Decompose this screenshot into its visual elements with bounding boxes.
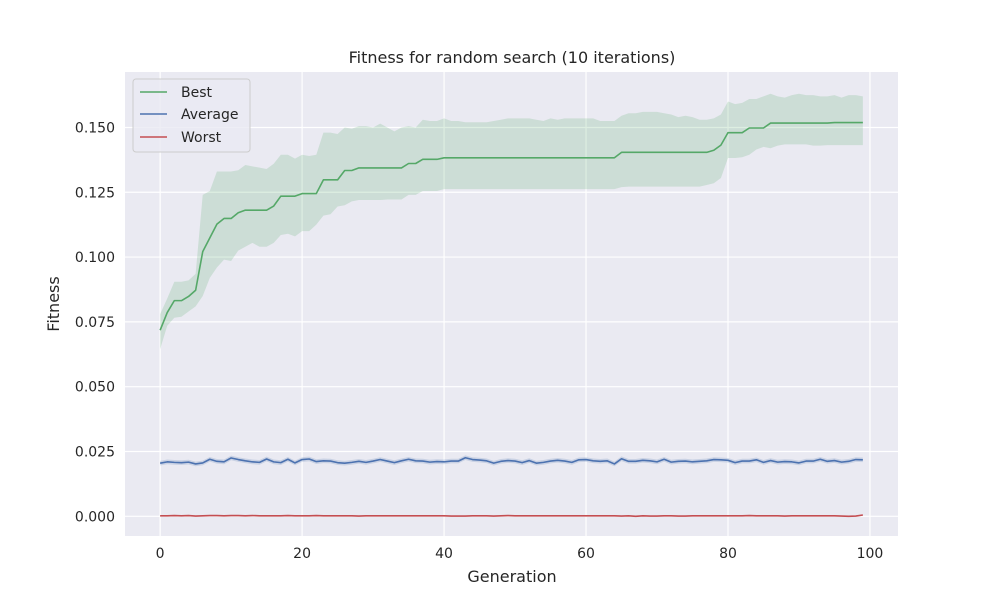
y-tick-label: 0.000	[75, 509, 115, 525]
x-tick-labels: 0 20 40 60 80 100	[156, 546, 884, 562]
band-best	[160, 93, 863, 350]
x-tick-label: 0	[156, 546, 165, 562]
chart-title: Fitness for random search (10 iterations…	[349, 48, 676, 67]
x-tick-label: 100	[857, 546, 884, 562]
series-line-worst	[160, 514, 863, 518]
x-tick-label: 60	[577, 546, 595, 562]
legend-label-best: Best	[181, 85, 213, 101]
legend-box	[132, 78, 251, 153]
legend: Best Average Worst	[132, 78, 251, 153]
y-tick-label: 0.150	[75, 120, 115, 136]
series-lines	[159, 121, 863, 518]
y-tick-label: 0.050	[75, 380, 115, 396]
x-tick-label: 20	[293, 546, 311, 562]
legend-label-worst: Worst	[181, 130, 222, 146]
x-tick-label: 40	[435, 546, 453, 562]
y-axis-label: Fitness	[44, 276, 63, 331]
plot-area	[125, 72, 898, 536]
y-tick-label: 0.025	[75, 444, 115, 460]
x-tick-label: 80	[719, 546, 737, 562]
legend-label-average: Average	[181, 107, 239, 123]
y-tick-label: 0.075	[75, 315, 115, 331]
series-line-average	[159, 456, 863, 465]
series-line-best	[159, 121, 863, 331]
y-tick-label: 0.100	[75, 250, 115, 266]
y-tick-label: 0.125	[75, 185, 115, 201]
x-axis-label: Generation	[467, 567, 556, 586]
y-tick-labels: 0.000 0.025 0.050 0.075 0.100 0.125 0.150	[75, 120, 115, 525]
